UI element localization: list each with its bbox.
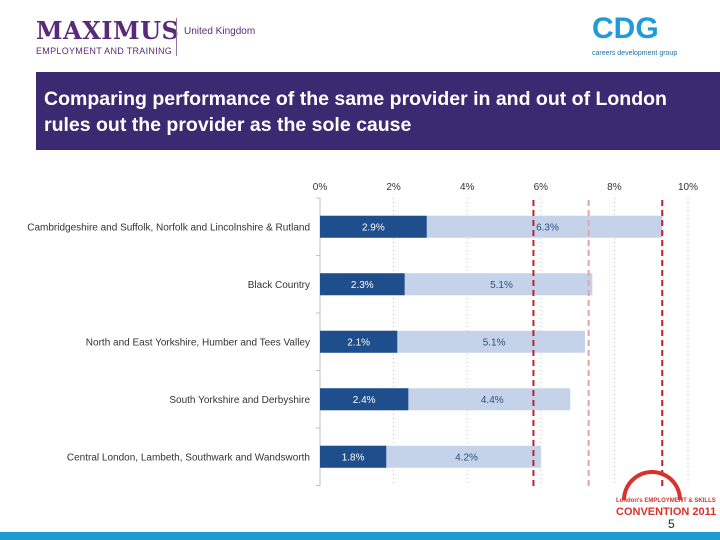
data-label-out-of-london: 4.2% bbox=[455, 452, 478, 463]
data-label-out-of-london: 5.1% bbox=[490, 280, 513, 291]
title-band bbox=[36, 72, 720, 150]
convention-arc bbox=[622, 470, 682, 500]
cdg-tagline: careers development group bbox=[592, 50, 678, 57]
bar-london bbox=[320, 388, 409, 411]
reference-lines bbox=[532, 200, 664, 490]
data-label-out-of-london: 4.4% bbox=[481, 395, 504, 406]
data-label-london: 2.4% bbox=[353, 395, 376, 406]
bar-london bbox=[320, 215, 427, 238]
x-tick-label: 6% bbox=[534, 182, 549, 193]
data-label-london: 2.1% bbox=[347, 337, 370, 348]
convention-line2: CONVENTION 2011 bbox=[616, 506, 717, 518]
bar-london bbox=[320, 445, 387, 468]
data-label-london: 2.3% bbox=[351, 280, 374, 291]
bar-london bbox=[320, 273, 405, 296]
cdg-logo: CDG careers development group bbox=[580, 12, 690, 68]
page-number: 5 bbox=[668, 517, 675, 531]
x-tick-label: 0% bbox=[313, 182, 328, 193]
footer-bar bbox=[0, 532, 720, 540]
convention-logo: London's EMPLOYMENT & SKILLS CONVENTION … bbox=[612, 470, 716, 528]
logo-divider bbox=[176, 18, 177, 56]
maximus-brand: MAXIMUS bbox=[36, 16, 180, 45]
category-label: Black Country bbox=[248, 280, 310, 291]
category-label: North and East Yorkshire, Humber and Tee… bbox=[86, 337, 310, 348]
slide-title: Comparing performance of the same provid… bbox=[44, 88, 667, 136]
data-label-london: 2.9% bbox=[362, 222, 385, 233]
x-tick-label: 10% bbox=[678, 182, 698, 193]
chart-bars bbox=[320, 215, 663, 468]
x-tick-label: 2% bbox=[386, 182, 401, 193]
x-tick-label: 4% bbox=[460, 182, 475, 193]
x-tick-label: 8% bbox=[607, 182, 622, 193]
data-label-out-of-london: 6.3% bbox=[536, 222, 559, 233]
data-label-out-of-london: 5.1% bbox=[483, 337, 506, 348]
cdg-mark: CDG bbox=[592, 12, 659, 45]
maximus-logo: MAXIMUS EMPLOYMENT AND TRAINING United K… bbox=[36, 16, 256, 60]
chart-labels: 0% 2% 4% 6% 8% 10% Cambridgeshire and Suffolk,… bbox=[27, 182, 698, 463]
category-label: Cambridgeshire and Suffolk, Norfolk and … bbox=[27, 222, 310, 233]
convention-line1: London's EMPLOYMENT & SKILLS bbox=[616, 498, 716, 504]
category-label: South Yorkshire and Derbyshire bbox=[169, 395, 310, 406]
slide-header: MAXIMUS EMPLOYMENT AND TRAINING United K… bbox=[0, 0, 720, 72]
maximus-subtitle: EMPLOYMENT AND TRAINING bbox=[36, 46, 173, 56]
category-label: Central London, Lambeth, Southwark and W… bbox=[67, 452, 310, 463]
bar-london bbox=[320, 330, 398, 353]
bar-chart: 0% 2% 4% 6% 8% 10% Cambridgeshire and Suffolk,… bbox=[27, 182, 698, 490]
maximus-region: United Kingdom bbox=[184, 26, 256, 37]
data-label-london: 1.8% bbox=[342, 452, 365, 463]
